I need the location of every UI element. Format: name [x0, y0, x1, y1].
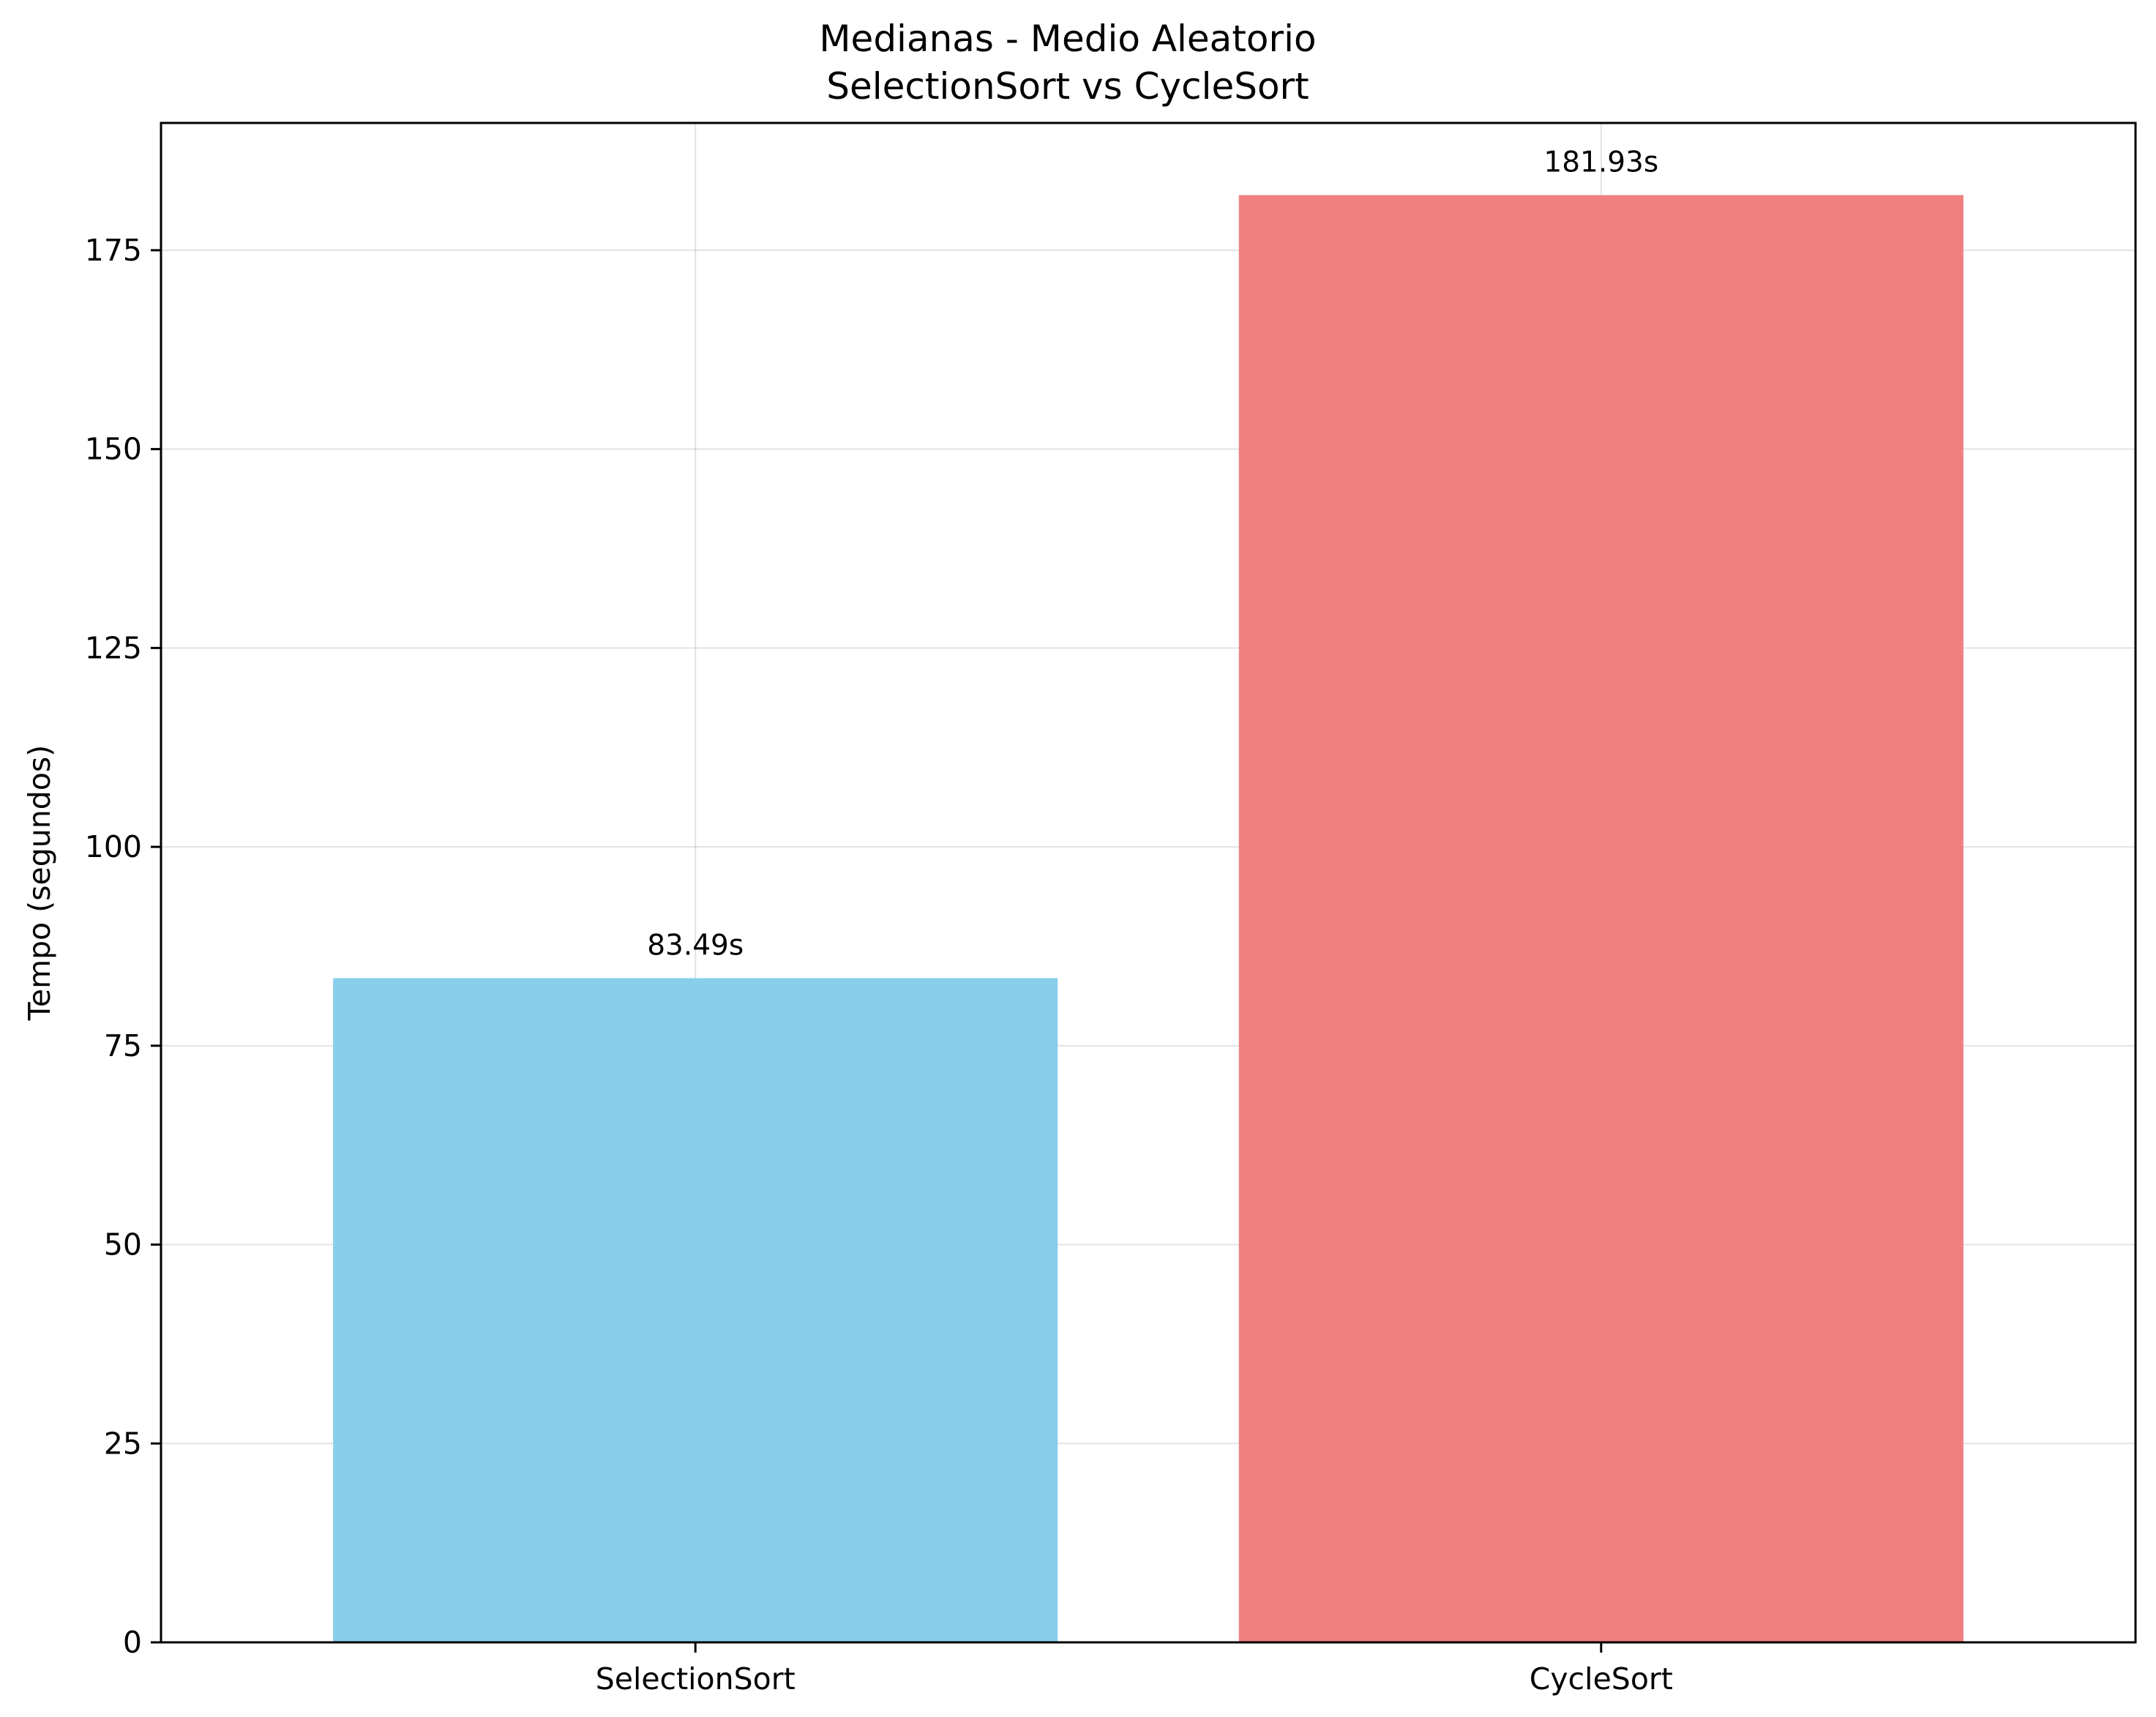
y-tick-label: 100 — [85, 829, 142, 864]
bar-value-label: 181.93s — [1543, 146, 1658, 179]
x-axis: SelectionSort CycleSort — [596, 1642, 1673, 1697]
y-tick-label: 50 — [104, 1227, 142, 1262]
y-axis-label: Tempo (segundos) — [22, 745, 57, 1021]
y-tick-label: 150 — [85, 432, 142, 467]
y-tick-label: 75 — [104, 1028, 142, 1063]
y-tick-label: 25 — [104, 1426, 142, 1461]
chart-title: Medianas - Medio Aleatorio — [819, 18, 1316, 60]
y-tick-label: 175 — [85, 233, 142, 268]
x-tick-label: SelectionSort — [596, 1661, 796, 1697]
y-tick-label: 0 — [123, 1625, 142, 1660]
plot-frame — [160, 121, 2137, 1644]
chart-subtitle: SelectionSort vs CycleSort — [826, 65, 1309, 108]
bars — [333, 195, 1964, 1643]
y-axis: 0 25 50 75 100 125 150 175 — [85, 233, 161, 1660]
bar — [333, 978, 1058, 1642]
y-tick-label: 125 — [85, 630, 142, 665]
x-tick-label: CycleSort — [1530, 1661, 1673, 1697]
bar — [1238, 195, 1964, 1643]
bar-value-label: 83.49s — [647, 929, 744, 962]
data-labels: 83.49s 181.93s — [647, 146, 1658, 962]
